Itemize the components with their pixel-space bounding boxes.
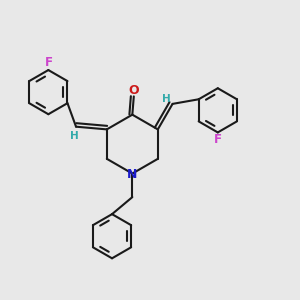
Text: O: O: [128, 84, 139, 97]
Text: H: H: [162, 94, 170, 103]
Text: F: F: [45, 56, 53, 70]
Text: H: H: [70, 130, 79, 140]
Text: N: N: [127, 168, 137, 181]
Text: F: F: [214, 133, 222, 146]
